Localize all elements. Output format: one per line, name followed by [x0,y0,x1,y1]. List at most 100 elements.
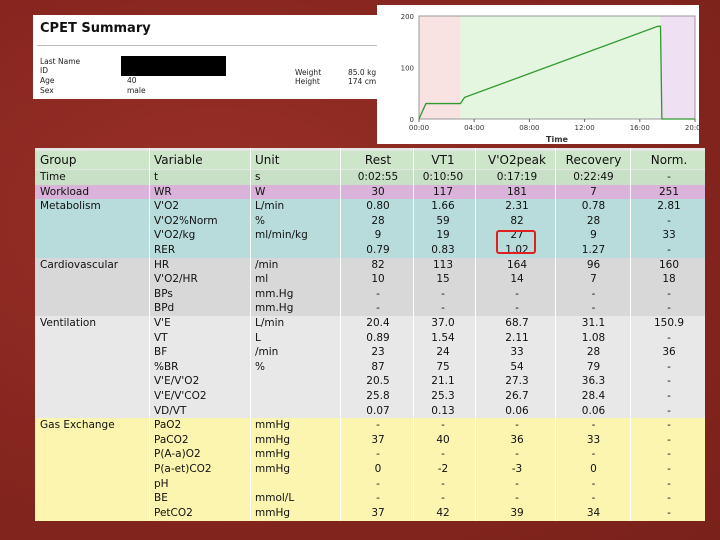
cell-rec: 36.3 [581,375,606,388]
cell-norm: - [667,492,671,505]
cell-norm: - [667,448,671,461]
cell-unit: mm.Hg [255,287,294,300]
cell-rest: 0.79 [366,244,390,256]
cell-unit: ml/min/kg [255,229,308,242]
cell-peak: 181 [506,185,528,198]
table-row: P(A-a)O2 mmHg - - - - - [35,447,705,463]
cell-peak: 68.7 [505,317,529,329]
cell-rest: 37 [371,433,385,446]
header-rest: Rest [364,153,392,167]
header-norm: Norm. [650,153,688,167]
header-vt1: VT1 [431,153,455,167]
cell-vt1: - [441,492,445,505]
cell-variable: P(a-et)CO2 [154,463,212,475]
cell-rec: 7 [590,273,597,286]
table-row: BPd mm.Hg - - - - - [35,301,705,317]
cell-norm: 33 [662,229,676,242]
highlight-box [496,230,536,254]
cell-variable: V'O2%Norm [154,214,218,227]
table-header-row: Group Variable Unit Rest VT1 V'O2peak Recovery… [35,151,705,169]
cell-variable: PaO2 [154,419,182,432]
cell-norm: 36 [662,346,676,359]
cell-rest: 28 [371,214,385,227]
cell-vt1: 59 [436,214,450,227]
cell-rec: 96 [586,258,601,271]
label-age: Age [40,76,55,85]
cell-rest: 10 [371,273,385,286]
label-id: ID [40,66,48,75]
cell-rec: 7 [590,185,597,198]
chart-x-tick-label: 12:00 [575,124,595,132]
chart-y-tick-label: 0 [410,116,414,124]
cell-norm: - [667,244,671,256]
cell-vt1: 42 [436,506,450,519]
cell-unit: mmHg [255,433,291,446]
cell-unit: W [255,185,266,198]
cell-rest: 25.8 [366,390,390,402]
cell-norm: 160 [658,258,680,271]
cpet-summary-card: CPET Summary Last Name ID Age Sex 40 mal… [33,15,390,99]
header-unit: Unit [255,153,280,167]
cell-norm: - [667,419,671,432]
cell-variable: V'E/V'CO2 [154,390,207,402]
cell-peak: 36 [510,433,524,446]
table-row: V'O2/kg ml/min/kg 9 19 27 9 33 [35,228,705,244]
cell-vt1: 24 [436,346,450,359]
summary-title: CPET Summary [40,21,151,36]
cell-peak: 0:17:19 [496,171,538,183]
table-row: V'O2%Norm% 28 59 82 28 - [35,213,705,229]
chart-x-tick-label: 16:00 [630,124,650,132]
cell-rec: 28 [586,346,601,359]
cell-peak: 164 [506,258,528,271]
header-peak: V'O2peak [488,153,546,167]
cell-rec: 0:22:49 [573,171,614,183]
cell-peak: 0.06 [505,404,529,417]
cell-rest: 0.80 [366,200,390,213]
cell-vt1: -2 [437,463,449,475]
cell-norm: 150.9 [653,317,685,329]
chart-phase-band [460,16,661,119]
cell-rest: 37 [371,506,385,519]
cell-rec: 34 [586,506,601,519]
value-age: 40 [127,76,137,85]
cell-vt1: 0:10:50 [422,171,464,183]
chart-svg: 0 100 200 00:00 04:00 08:00 12:00 16:00 20:00 Tim… [401,13,699,144]
cell-vt1: 37.0 [431,317,455,329]
cell-rest: - [376,477,380,490]
cell-peak: 2.11 [505,331,529,344]
column-divider [630,148,631,521]
chart-y-tick-label: 100 [401,65,414,73]
cell-unit: L/min [255,200,285,213]
cell-rest: 20.4 [366,317,390,329]
cell-variable: BF [154,346,168,359]
cell-rec: 0.06 [581,404,606,417]
cell-rec: 1.27 [581,244,606,256]
cell-unit: L [255,331,261,344]
cell-group: Gas Exchange [40,419,115,432]
cell-vt1: - [441,477,445,490]
table-row: Cardiovascular HR/min 82 113 164 96 160 [35,257,705,273]
cell-unit: ml [255,273,269,286]
cell-variable: P(A-a)O2 [154,448,201,461]
cell-unit: % [255,360,265,373]
cell-variable: PaCO2 [154,433,189,446]
cell-rec: 28.4 [581,390,606,402]
cell-rec: - [591,287,596,300]
column-divider [555,148,556,521]
cell-vt1: 0.13 [431,404,455,417]
cell-rec: 28 [586,214,601,227]
cell-vt1: 75 [436,360,450,373]
cell-rec: 0 [590,463,597,475]
label-sex: Sex [40,86,54,95]
cell-vt1: 0.83 [431,244,455,256]
cell-variable: V'O2 [154,200,180,213]
cell-norm: 251 [658,185,680,198]
cell-vt1: 1.66 [431,200,455,213]
cell-norm: - [667,477,671,490]
table-row: PetCO2 mmHg 37 42 39 34 - [35,505,705,521]
cell-norm: 2.81 [657,200,681,213]
cell-peak: 26.7 [505,390,529,402]
cell-rec: - [591,492,596,505]
cell-vt1: 19 [436,229,450,242]
cell-rest: 0:02:55 [357,171,399,183]
